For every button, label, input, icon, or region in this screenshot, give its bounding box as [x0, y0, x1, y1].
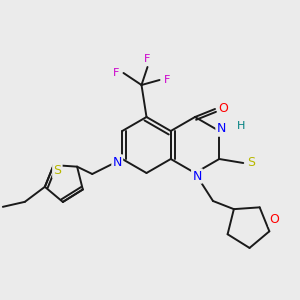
- Text: N: N: [217, 122, 226, 136]
- Text: O: O: [270, 213, 279, 226]
- Text: S: S: [247, 157, 255, 169]
- Text: F: F: [144, 54, 151, 64]
- Text: H: H: [237, 121, 245, 131]
- Text: S: S: [53, 164, 62, 177]
- Text: N: N: [112, 155, 122, 169]
- Text: F: F: [113, 68, 120, 78]
- Text: N: N: [192, 169, 202, 182]
- Text: O: O: [218, 103, 228, 116]
- Text: F: F: [164, 75, 171, 85]
